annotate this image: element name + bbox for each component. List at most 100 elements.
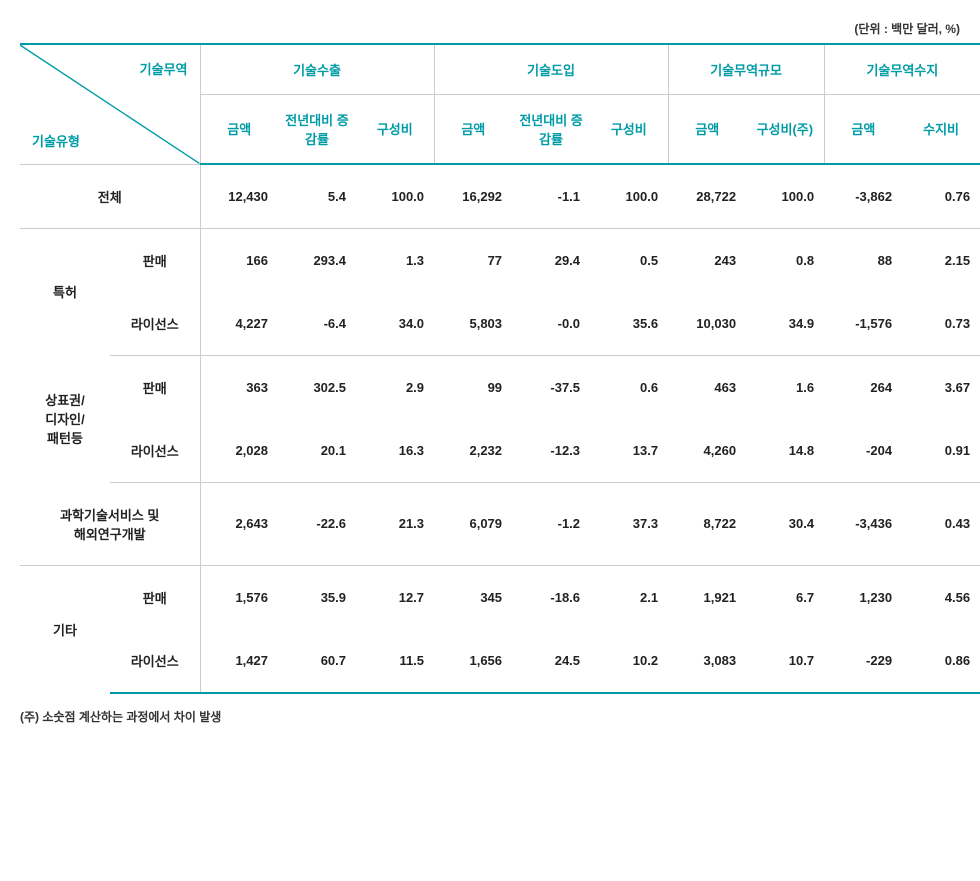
- row-label-a: 상표권/ 디자인/ 패턴등: [20, 355, 110, 482]
- col-group-export: 기술수출: [200, 44, 434, 94]
- cell: -1,576: [824, 292, 902, 356]
- corner-cell: 기술무역 기술유형: [20, 44, 200, 164]
- table-row: 라이선스1,42760.711.51,65624.510.23,08310.7-…: [20, 629, 980, 693]
- col-header: 수지비: [902, 94, 980, 164]
- cell: 243: [668, 228, 746, 292]
- table-row: 라이선스4,227-6.434.05,803-0.035.610,03034.9…: [20, 292, 980, 356]
- cell: -3,436: [824, 482, 902, 565]
- data-table: 기술무역 기술유형 기술수출 기술도입 기술무역규모 기술무역수지 금액 전년대…: [20, 43, 980, 694]
- cell: 20.1: [278, 419, 356, 483]
- cell: 1.6: [746, 355, 824, 419]
- cell: 34.0: [356, 292, 434, 356]
- table-row: 과학기술서비스 및 해외연구개발2,643-22.621.36,079-1.23…: [20, 482, 980, 565]
- table-header: 기술무역 기술유형 기술수출 기술도입 기술무역규모 기술무역수지 금액 전년대…: [20, 44, 980, 164]
- cell: 1,921: [668, 565, 746, 629]
- cell: 0.86: [902, 629, 980, 693]
- cell: 35.6: [590, 292, 668, 356]
- cell: 345: [434, 565, 512, 629]
- col-header: 금액: [200, 94, 278, 164]
- table-row: 라이선스2,02820.116.32,232-12.313.74,26014.8…: [20, 419, 980, 483]
- cell: 0.76: [902, 164, 980, 228]
- cell: 29.4: [512, 228, 590, 292]
- row-label-b: 판매: [110, 355, 200, 419]
- col-header: 금액: [824, 94, 902, 164]
- cell: 0.5: [590, 228, 668, 292]
- table-row: 전체12,4305.4100.016,292-1.1100.028,722100…: [20, 164, 980, 228]
- cell: 302.5: [278, 355, 356, 419]
- cell: 2,643: [200, 482, 278, 565]
- row-label-b: 라이선스: [110, 292, 200, 356]
- cell: 99: [434, 355, 512, 419]
- col-header: 전년대비 증감률: [278, 94, 356, 164]
- cell: -12.3: [512, 419, 590, 483]
- footnote: (주) 소숫점 계산하는 과정에서 차이 발생: [20, 708, 960, 725]
- cell: 5.4: [278, 164, 356, 228]
- cell: 0.8: [746, 228, 824, 292]
- cell: 12.7: [356, 565, 434, 629]
- table-body: 전체12,4305.4100.016,292-1.1100.028,722100…: [20, 164, 980, 693]
- cell: 10.7: [746, 629, 824, 693]
- cell: 1,427: [200, 629, 278, 693]
- cell: -204: [824, 419, 902, 483]
- col-header: 구성비: [356, 94, 434, 164]
- cell: 2.15: [902, 228, 980, 292]
- cell: 60.7: [278, 629, 356, 693]
- cell: 4.56: [902, 565, 980, 629]
- cell: 100.0: [356, 164, 434, 228]
- cell: -1.1: [512, 164, 590, 228]
- cell: 166: [200, 228, 278, 292]
- cell: 0.91: [902, 419, 980, 483]
- col-header: 구성비: [590, 94, 668, 164]
- cell: 30.4: [746, 482, 824, 565]
- cell: 1,230: [824, 565, 902, 629]
- col-header: 구성비(주): [746, 94, 824, 164]
- col-group-scale: 기술무역규모: [668, 44, 824, 94]
- cell: 6,079: [434, 482, 512, 565]
- cell: 100.0: [590, 164, 668, 228]
- cell: -37.5: [512, 355, 590, 419]
- cell: -22.6: [278, 482, 356, 565]
- cell: 28,722: [668, 164, 746, 228]
- corner-bottom-label: 기술유형: [32, 131, 80, 150]
- cell: 14.8: [746, 419, 824, 483]
- cell: 10,030: [668, 292, 746, 356]
- cell: 88: [824, 228, 902, 292]
- cell: -3,862: [824, 164, 902, 228]
- row-label-b: 판매: [110, 228, 200, 292]
- cell: 21.3: [356, 482, 434, 565]
- cell: -1.2: [512, 482, 590, 565]
- table-row: 기타판매1,57635.912.7345-18.62.11,9216.71,23…: [20, 565, 980, 629]
- cell: 0.73: [902, 292, 980, 356]
- col-header: 전년대비 증감률: [512, 94, 590, 164]
- col-header: 금액: [434, 94, 512, 164]
- cell: 293.4: [278, 228, 356, 292]
- row-label-a: 기타: [20, 565, 110, 693]
- cell: 0.6: [590, 355, 668, 419]
- cell: -18.6: [512, 565, 590, 629]
- cell: -229: [824, 629, 902, 693]
- cell: 16,292: [434, 164, 512, 228]
- cell: 2.1: [590, 565, 668, 629]
- row-label-b: 판매: [110, 565, 200, 629]
- cell: 11.5: [356, 629, 434, 693]
- table-row: 특허판매166293.41.37729.40.52430.8882.15: [20, 228, 980, 292]
- row-label-a: 특허: [20, 228, 110, 355]
- corner-top-label: 기술무역: [140, 59, 188, 78]
- cell: 363: [200, 355, 278, 419]
- cell: 2.9: [356, 355, 434, 419]
- table-row: 상표권/ 디자인/ 패턴등판매363302.52.999-37.50.64631…: [20, 355, 980, 419]
- unit-label: (단위 : 백만 달러, %): [20, 20, 960, 37]
- cell: 10.2: [590, 629, 668, 693]
- cell: 5,803: [434, 292, 512, 356]
- cell: 4,227: [200, 292, 278, 356]
- cell: 1,576: [200, 565, 278, 629]
- cell: 3.67: [902, 355, 980, 419]
- row-label-b: 라이선스: [110, 629, 200, 693]
- cell: 35.9: [278, 565, 356, 629]
- cell: 8,722: [668, 482, 746, 565]
- cell: 463: [668, 355, 746, 419]
- cell: 2,232: [434, 419, 512, 483]
- cell: 12,430: [200, 164, 278, 228]
- col-group-import: 기술도입: [434, 44, 668, 94]
- cell: 1.3: [356, 228, 434, 292]
